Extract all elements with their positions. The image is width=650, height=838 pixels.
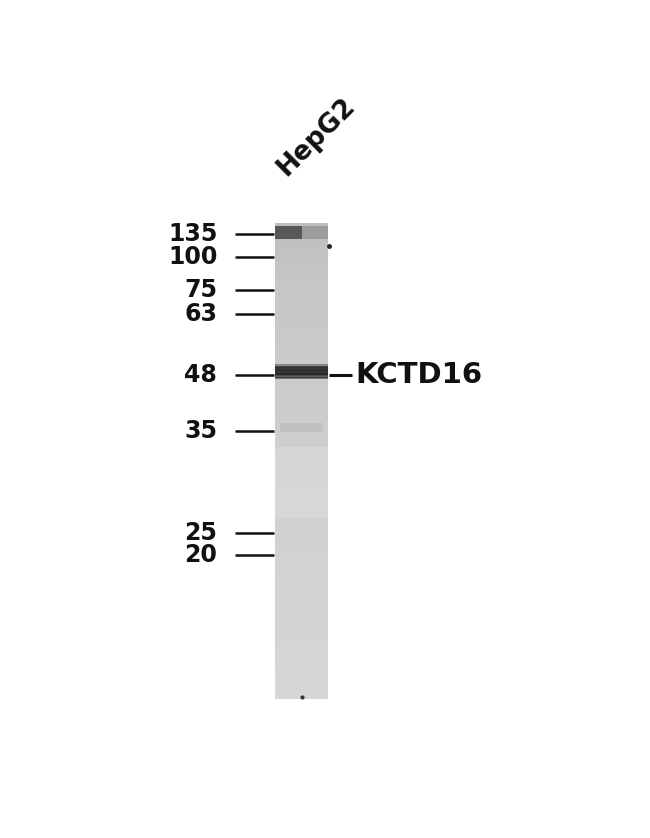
- Bar: [275, 470, 328, 480]
- Bar: [275, 223, 328, 699]
- Bar: [275, 432, 328, 442]
- Bar: [275, 641, 328, 651]
- Bar: [275, 536, 328, 546]
- Bar: [275, 375, 328, 385]
- Bar: [275, 270, 328, 280]
- Bar: [275, 375, 328, 378]
- Text: KCTD16: KCTD16: [356, 361, 483, 389]
- Bar: [275, 375, 328, 376]
- Bar: [275, 670, 328, 680]
- Text: 48: 48: [185, 363, 217, 387]
- Text: 20: 20: [185, 543, 217, 566]
- Bar: [275, 679, 328, 689]
- Bar: [275, 593, 328, 603]
- Bar: [275, 226, 302, 240]
- Text: 25: 25: [185, 521, 217, 545]
- Bar: [275, 241, 328, 251]
- Bar: [275, 369, 328, 370]
- Bar: [275, 603, 328, 613]
- Bar: [275, 565, 328, 575]
- Bar: [275, 574, 328, 585]
- Text: 100: 100: [168, 246, 217, 269]
- Bar: [275, 365, 328, 366]
- Bar: [275, 447, 328, 518]
- Bar: [275, 337, 328, 347]
- Bar: [275, 384, 328, 395]
- Bar: [275, 403, 328, 413]
- Bar: [275, 289, 328, 299]
- Text: 75: 75: [184, 278, 217, 303]
- Bar: [302, 226, 328, 240]
- Bar: [275, 489, 328, 499]
- Bar: [275, 223, 328, 233]
- Bar: [280, 423, 323, 432]
- Bar: [275, 650, 328, 660]
- Bar: [275, 689, 328, 699]
- Bar: [275, 355, 328, 366]
- Bar: [275, 261, 328, 271]
- Bar: [275, 508, 328, 518]
- Bar: [275, 556, 328, 566]
- Bar: [275, 517, 328, 527]
- Bar: [275, 366, 328, 368]
- Text: HepG2: HepG2: [272, 93, 360, 181]
- Bar: [275, 346, 328, 356]
- Bar: [275, 460, 328, 470]
- Bar: [275, 584, 328, 594]
- Bar: [275, 365, 328, 375]
- Bar: [275, 371, 328, 374]
- Text: 135: 135: [168, 222, 217, 246]
- Bar: [275, 442, 328, 452]
- Bar: [275, 373, 328, 375]
- Bar: [275, 367, 328, 370]
- Bar: [275, 451, 328, 461]
- Bar: [275, 280, 328, 290]
- Bar: [275, 394, 328, 404]
- Bar: [275, 613, 328, 623]
- Bar: [275, 527, 328, 537]
- Bar: [275, 546, 328, 556]
- Bar: [275, 499, 328, 509]
- Bar: [275, 251, 328, 261]
- Bar: [275, 298, 328, 308]
- Bar: [275, 479, 328, 489]
- Bar: [275, 422, 328, 432]
- Bar: [275, 308, 328, 318]
- Bar: [275, 632, 328, 642]
- Bar: [275, 660, 328, 670]
- Bar: [275, 413, 328, 423]
- Bar: [275, 232, 328, 242]
- Text: 63: 63: [184, 303, 217, 326]
- Bar: [275, 370, 328, 372]
- Text: 35: 35: [184, 419, 217, 443]
- Bar: [275, 318, 328, 328]
- Bar: [275, 327, 328, 337]
- Bar: [275, 377, 328, 380]
- Bar: [275, 622, 328, 632]
